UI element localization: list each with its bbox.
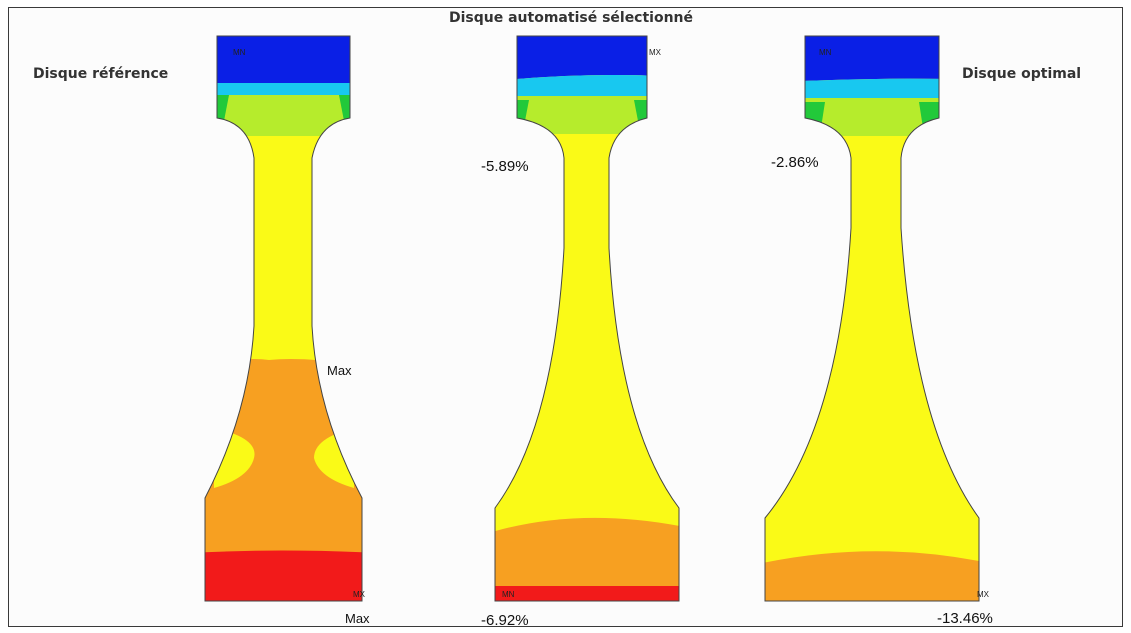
marker-top-optimal: MN [819,48,832,57]
marker-bottom-reference: MX [353,590,365,599]
percent-neck-optimal: -2.86% [771,154,819,171]
figure-title: Disque automatisé sélectionné [449,10,694,26]
percent-bottom-automated: -6.92% [481,612,529,627]
marker-bottom-automated: MN [502,590,515,599]
max-label-mid: Max [327,363,352,378]
figure-frame: Disque automatisé sélectionné Disque réf… [8,7,1123,627]
disk-optimal [765,36,979,601]
marker-top-automated: MX [649,48,661,57]
label-reference: Disque référence [33,66,169,82]
percent-neck-automated: -5.89% [481,158,529,175]
disk-automated [495,36,679,601]
marker-bottom-optimal: MX [977,590,989,599]
label-optimal: Disque optimal [962,66,1082,82]
marker-top-reference: MN [233,48,246,57]
max-label-bottom: Max [345,611,370,626]
percent-bottom-optimal: -13.46% [937,610,993,627]
stress-diagram [204,35,980,602]
